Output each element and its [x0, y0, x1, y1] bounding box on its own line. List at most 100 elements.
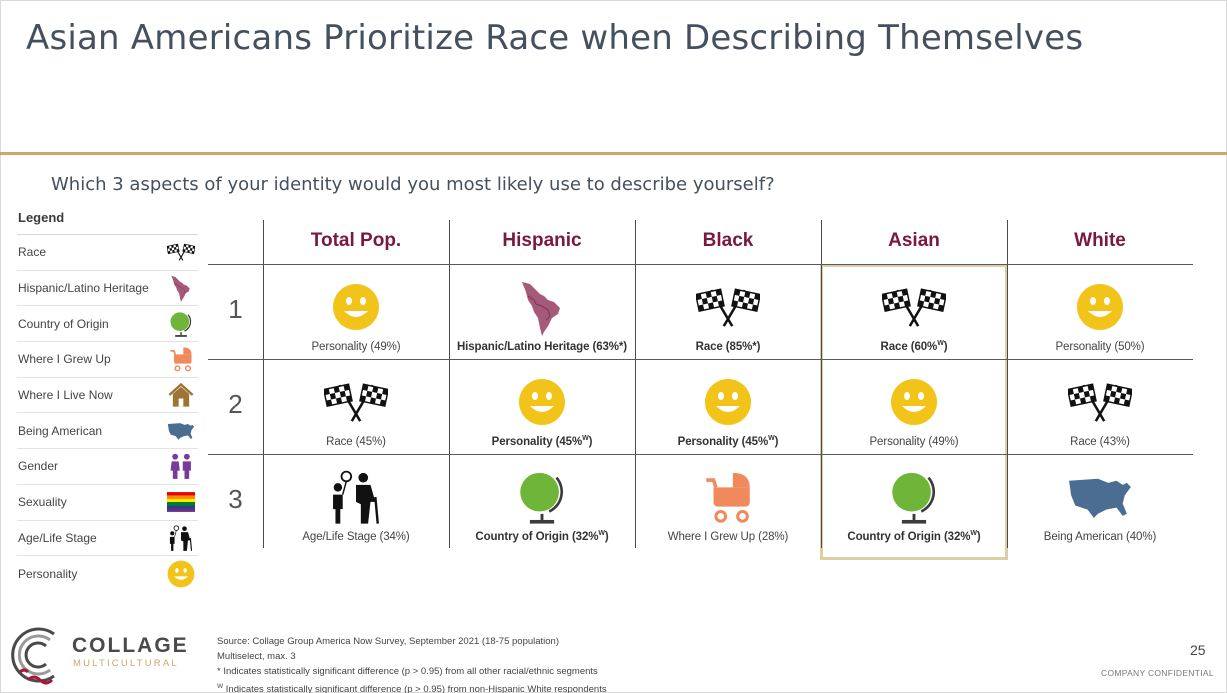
significance-marker: W	[582, 435, 589, 442]
stroller-icon	[695, 468, 761, 526]
significance-marker: W	[768, 435, 775, 442]
legend-item: Personality	[17, 556, 198, 592]
table-cell: Age/Life Stage (34%)	[263, 454, 449, 549]
cell-label: Personality (50%)	[1007, 341, 1193, 353]
cell-label: Where I Grew Up (28%)	[635, 531, 821, 543]
column-header: Black	[702, 230, 754, 251]
footnote-asterisk: * Indicates statistically significant di…	[217, 666, 598, 677]
latin-america-map-icon	[509, 278, 575, 336]
legend-item-label: Being American	[18, 423, 103, 438]
legend-item-label: Age/Life Stage	[18, 530, 97, 545]
cell-label: Personality (45%W)	[449, 435, 635, 448]
cell-value: Where I Grew Up (28%)	[667, 531, 789, 543]
cell-value: Country of Origin (32%	[847, 531, 971, 543]
cell-value-suffix: )	[943, 341, 948, 353]
cell-label: Race (43%)	[1007, 436, 1193, 448]
significance-marker: W	[598, 530, 605, 537]
cell-value-suffix: )	[774, 436, 779, 448]
cell-label: Country of Origin (32%W)	[821, 530, 1007, 543]
table-cell: Personality (49%)	[263, 264, 449, 359]
flags-icon	[166, 237, 196, 267]
page-number: 25	[1190, 642, 1206, 658]
legend-item-label: Personality	[18, 567, 78, 582]
flags-icon	[695, 278, 761, 336]
cell-label: Being American (40%)	[1007, 531, 1193, 543]
table-cell: Race (45%)	[263, 359, 449, 454]
smiley-icon	[881, 373, 947, 431]
table-cell: Being American (40%)	[1007, 454, 1193, 549]
cell-label: Personality (49%)	[263, 341, 449, 353]
cell-value: Personality (49%)	[311, 341, 401, 353]
footnote-w: W Indicates statistically significant di…	[217, 679, 607, 693]
column-header: Asian	[888, 230, 940, 251]
legend-title: Legend	[17, 207, 198, 235]
legend-item: Where I Live Now	[17, 378, 198, 414]
cell-value: Personality (49%)	[869, 436, 959, 448]
significance-marker: W	[970, 530, 977, 537]
cell-value: Race (43%)	[1070, 436, 1130, 448]
globe-icon	[509, 468, 575, 526]
globe-icon	[881, 468, 947, 526]
slide-title: Asian Americans Prioritize Race when Des…	[26, 18, 1084, 58]
column-divider	[263, 220, 264, 548]
cell-label: Personality (49%)	[821, 436, 1007, 448]
smiley-icon	[323, 278, 389, 336]
row-divider	[208, 264, 1193, 265]
rank-number: 1	[228, 294, 243, 324]
legend-item-label: Where I Grew Up	[18, 352, 111, 367]
legend-item-label: Gender	[18, 459, 59, 474]
cell-label: Race (85%*)	[635, 341, 821, 353]
footnote-w-marker: W	[217, 683, 224, 690]
table-cell: Personality (45%W)	[635, 359, 821, 454]
cell-value: Being American (40%)	[1043, 531, 1157, 543]
legend-item: Hispanic/Latino Heritage	[17, 271, 198, 307]
table-cell: Personality (45%W)	[449, 359, 635, 454]
house-icon	[166, 380, 196, 410]
globe-icon	[166, 309, 196, 339]
row-divider	[208, 359, 1193, 360]
identity-table: Total Pop. Hispanic Black Asian White 1 Perso…	[208, 220, 1194, 560]
table-cell: Country of Origin (32%W)	[821, 454, 1007, 549]
cell-label: Race (60%W)	[821, 340, 1007, 353]
legend-item-label: Race	[18, 245, 47, 260]
cell-value: Personality (45%	[677, 436, 769, 448]
stroller-icon	[166, 344, 196, 374]
collage-logo: COLLAGE MULTICULTURAL	[6, 620, 189, 690]
usa-map-icon	[1067, 468, 1133, 526]
table-cell: Where I Grew Up (28%)	[635, 454, 821, 549]
flags-icon	[881, 278, 947, 336]
column-divider	[449, 220, 450, 548]
cell-value-suffix: )	[976, 531, 981, 543]
legend-item-label: Sexuality	[18, 495, 67, 510]
cell-label: Country of Origin (32%W)	[449, 530, 635, 543]
smiley-icon	[695, 373, 761, 431]
confidential-label: COMPANY CONFIDENTIAL	[1101, 668, 1214, 678]
significance-marker: W	[937, 340, 944, 347]
table-cell: Race (60%W)	[821, 264, 1007, 359]
flags-icon	[323, 373, 389, 431]
cell-value: Race (85%*)	[695, 341, 761, 353]
footnote-multiselect: Multiselect, max. 3	[217, 651, 296, 662]
collage-logo-mark-icon	[11, 627, 55, 685]
cell-label: Race (45%)	[263, 436, 449, 448]
legend-item: Where I Grew Up	[17, 342, 198, 378]
title-divider	[0, 152, 1227, 155]
survey-question: Which 3 aspects of your identity would y…	[51, 174, 775, 195]
cell-value: Race (45%)	[326, 436, 386, 448]
legend-item: Sexuality	[17, 485, 198, 521]
legend-item-label: Hispanic/Latino Heritage	[18, 281, 149, 296]
column-divider	[821, 220, 822, 548]
legend-item: Age/Life Stage	[17, 521, 198, 557]
logo-name: COLLAGE	[72, 634, 189, 657]
cell-label: Age/Life Stage (34%)	[263, 531, 449, 543]
legend-item: Gender	[17, 449, 198, 485]
family-icon	[166, 523, 196, 553]
cell-value-suffix: )	[588, 436, 593, 448]
legend-item: Race	[17, 235, 198, 271]
column-header: Total Pop.	[310, 230, 402, 251]
row-divider	[208, 454, 1193, 455]
table-cell: Race (43%)	[1007, 359, 1193, 454]
flags-icon	[1067, 373, 1133, 431]
legend-item: Country of Origin	[17, 306, 198, 343]
cell-label: Personality (45%W)	[635, 435, 821, 448]
